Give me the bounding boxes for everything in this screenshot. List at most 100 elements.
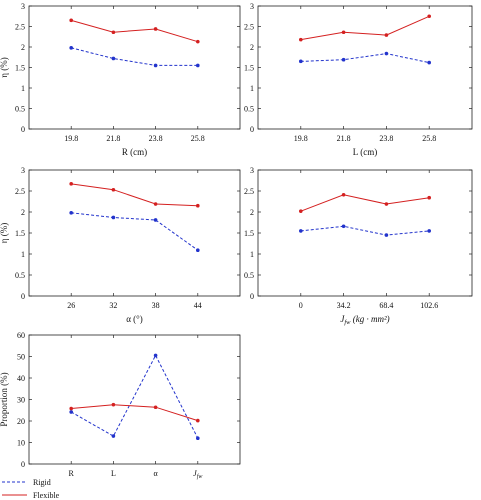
- y-tick-label: 2: [21, 43, 25, 52]
- y-tick-label: 3: [21, 2, 25, 11]
- data-point-flexible: [69, 18, 73, 23]
- data-point-flexible: [196, 418, 200, 423]
- data-point-rigid: [111, 215, 116, 220]
- data-point-flexible: [111, 30, 116, 35]
- y-tick-label: 1.5: [15, 229, 25, 238]
- data-point-rigid: [111, 434, 116, 438]
- series-line-flexible: [300, 15, 430, 41]
- x-tick-label: 26: [67, 301, 75, 310]
- data-point-rigid: [111, 56, 116, 61]
- series-line-rigid: [71, 212, 199, 251]
- series-line-rigid: [71, 47, 198, 66]
- data-point-flexible: [384, 33, 389, 37]
- y-tick-label: 20: [17, 417, 25, 426]
- plot-frame: [257, 5, 473, 130]
- y-tick-label: 0: [21, 460, 25, 469]
- x-tick-label: 38: [152, 301, 160, 310]
- x-axis-label: Jfw (kg · mm²): [340, 314, 389, 326]
- plot-frame: [257, 169, 473, 297]
- y-tick-label: 3: [21, 166, 25, 175]
- data-point-rigid: [69, 410, 73, 414]
- y-tick-label: 2.5: [15, 23, 25, 32]
- y-tick-label: 0: [250, 125, 254, 134]
- y-axis-label: η (%): [0, 57, 9, 77]
- data-point-flexible: [427, 14, 432, 19]
- data-point-rigid: [196, 248, 200, 253]
- x-tick-label: 21.8: [106, 134, 120, 143]
- y-tick-label: 0.5: [244, 271, 254, 280]
- data-point-rigid: [69, 46, 73, 50]
- x-tick-label: 23.8: [149, 134, 163, 143]
- x-tick-label: 19.8: [294, 134, 308, 143]
- x-tick-label: 44: [194, 301, 202, 310]
- data-point-flexible: [153, 27, 158, 31]
- plot-frame: [28, 5, 241, 130]
- data-point-flexible: [299, 209, 303, 213]
- x-tick-label: 25.8: [191, 134, 205, 143]
- x-tick-label: 102.6: [420, 301, 438, 310]
- data-point-flexible: [427, 195, 432, 200]
- y-tick-label: 1: [250, 250, 254, 259]
- data-point-flexible: [299, 37, 303, 42]
- y-tick-label: 0.5: [244, 105, 254, 114]
- x-tick-label: 25.8: [422, 134, 436, 143]
- y-tick-label: 1: [21, 250, 25, 259]
- data-point-rigid: [384, 51, 389, 56]
- chart-panel-2: 0 0.5 1 1.5 2 2.5 3 19.8 21.8 23.8 25.8 L (cm): [244, 2, 473, 157]
- series-line-rigid: [70, 354, 199, 439]
- legend-label-rigid: Rigid: [33, 478, 51, 487]
- x-tick-label: L: [111, 469, 116, 478]
- y-tick-label: 2.5: [15, 187, 25, 196]
- y-tick-label: 2.5: [244, 23, 254, 32]
- data-point-rigid: [341, 224, 346, 229]
- series-line-rigid: [300, 53, 430, 64]
- series-line-rigid: [300, 225, 430, 236]
- data-point-rigid: [427, 229, 432, 233]
- data-point-flexible: [153, 405, 158, 410]
- x-tick-label: 34.2: [337, 301, 351, 310]
- data-point-rigid: [196, 436, 200, 441]
- y-tick-label: 2: [21, 208, 25, 217]
- data-point-rigid: [69, 211, 73, 215]
- data-point-flexible: [196, 39, 200, 44]
- series-line-flexible: [71, 183, 198, 207]
- y-tick-label: 0.5: [15, 271, 25, 280]
- chart-panel-4: 0 0.5 1 1.5 2 2.5 3 0 34.2 68.4 102.6 Jfw (kg · mm²…: [244, 166, 473, 326]
- data-point-flexible: [384, 202, 389, 206]
- y-tick-label: 1.5: [244, 64, 254, 73]
- x-tick-label: R: [69, 469, 75, 478]
- x-tick-label: 23.8: [379, 134, 393, 143]
- series-line-flexible: [71, 19, 198, 43]
- data-point-flexible: [111, 187, 116, 192]
- x-tick-label: 0: [299, 301, 303, 310]
- series-line-flexible: [300, 194, 430, 212]
- y-tick-label: 1: [21, 84, 25, 93]
- x-axis-label: α (°): [126, 314, 143, 324]
- data-point-flexible: [69, 182, 73, 186]
- x-axis-label: R (cm): [122, 147, 147, 157]
- data-point-flexible: [341, 192, 346, 197]
- y-tick-label: 10: [17, 439, 25, 448]
- y-axis-label: η (%): [0, 223, 9, 243]
- data-point-flexible: [69, 406, 73, 411]
- y-tick-label: 50: [17, 353, 25, 362]
- y-tick-label: 2.5: [244, 187, 254, 196]
- chart-panel-1: 0 0.5 1 1.5 2 2.5 3 19.8 21.8 23.8 25.8 R (cm) η (%): [0, 2, 241, 157]
- y-tick-label: 40: [17, 374, 25, 383]
- data-point-rigid: [153, 353, 158, 358]
- y-tick-label: 3: [250, 166, 254, 175]
- x-tick-label: 68.4: [379, 301, 393, 310]
- y-tick-label: 30: [17, 396, 25, 405]
- x-tick-label: 21.8: [337, 134, 351, 143]
- y-tick-label: 0: [21, 292, 25, 301]
- plot-frame: [28, 334, 241, 465]
- data-point-flexible: [111, 402, 116, 407]
- data-point-rigid: [153, 218, 158, 222]
- x-tick-label: Jfw: [193, 469, 202, 480]
- x-tick-label: 32: [109, 301, 117, 310]
- y-tick-label: 0.5: [15, 105, 25, 114]
- chart-panel-3: 0 0.5 1 1.5 2 2.5 3 26 32 38 44 α (°) η (%): [0, 166, 241, 324]
- data-point-flexible: [341, 30, 346, 35]
- data-point-rigid: [299, 229, 303, 233]
